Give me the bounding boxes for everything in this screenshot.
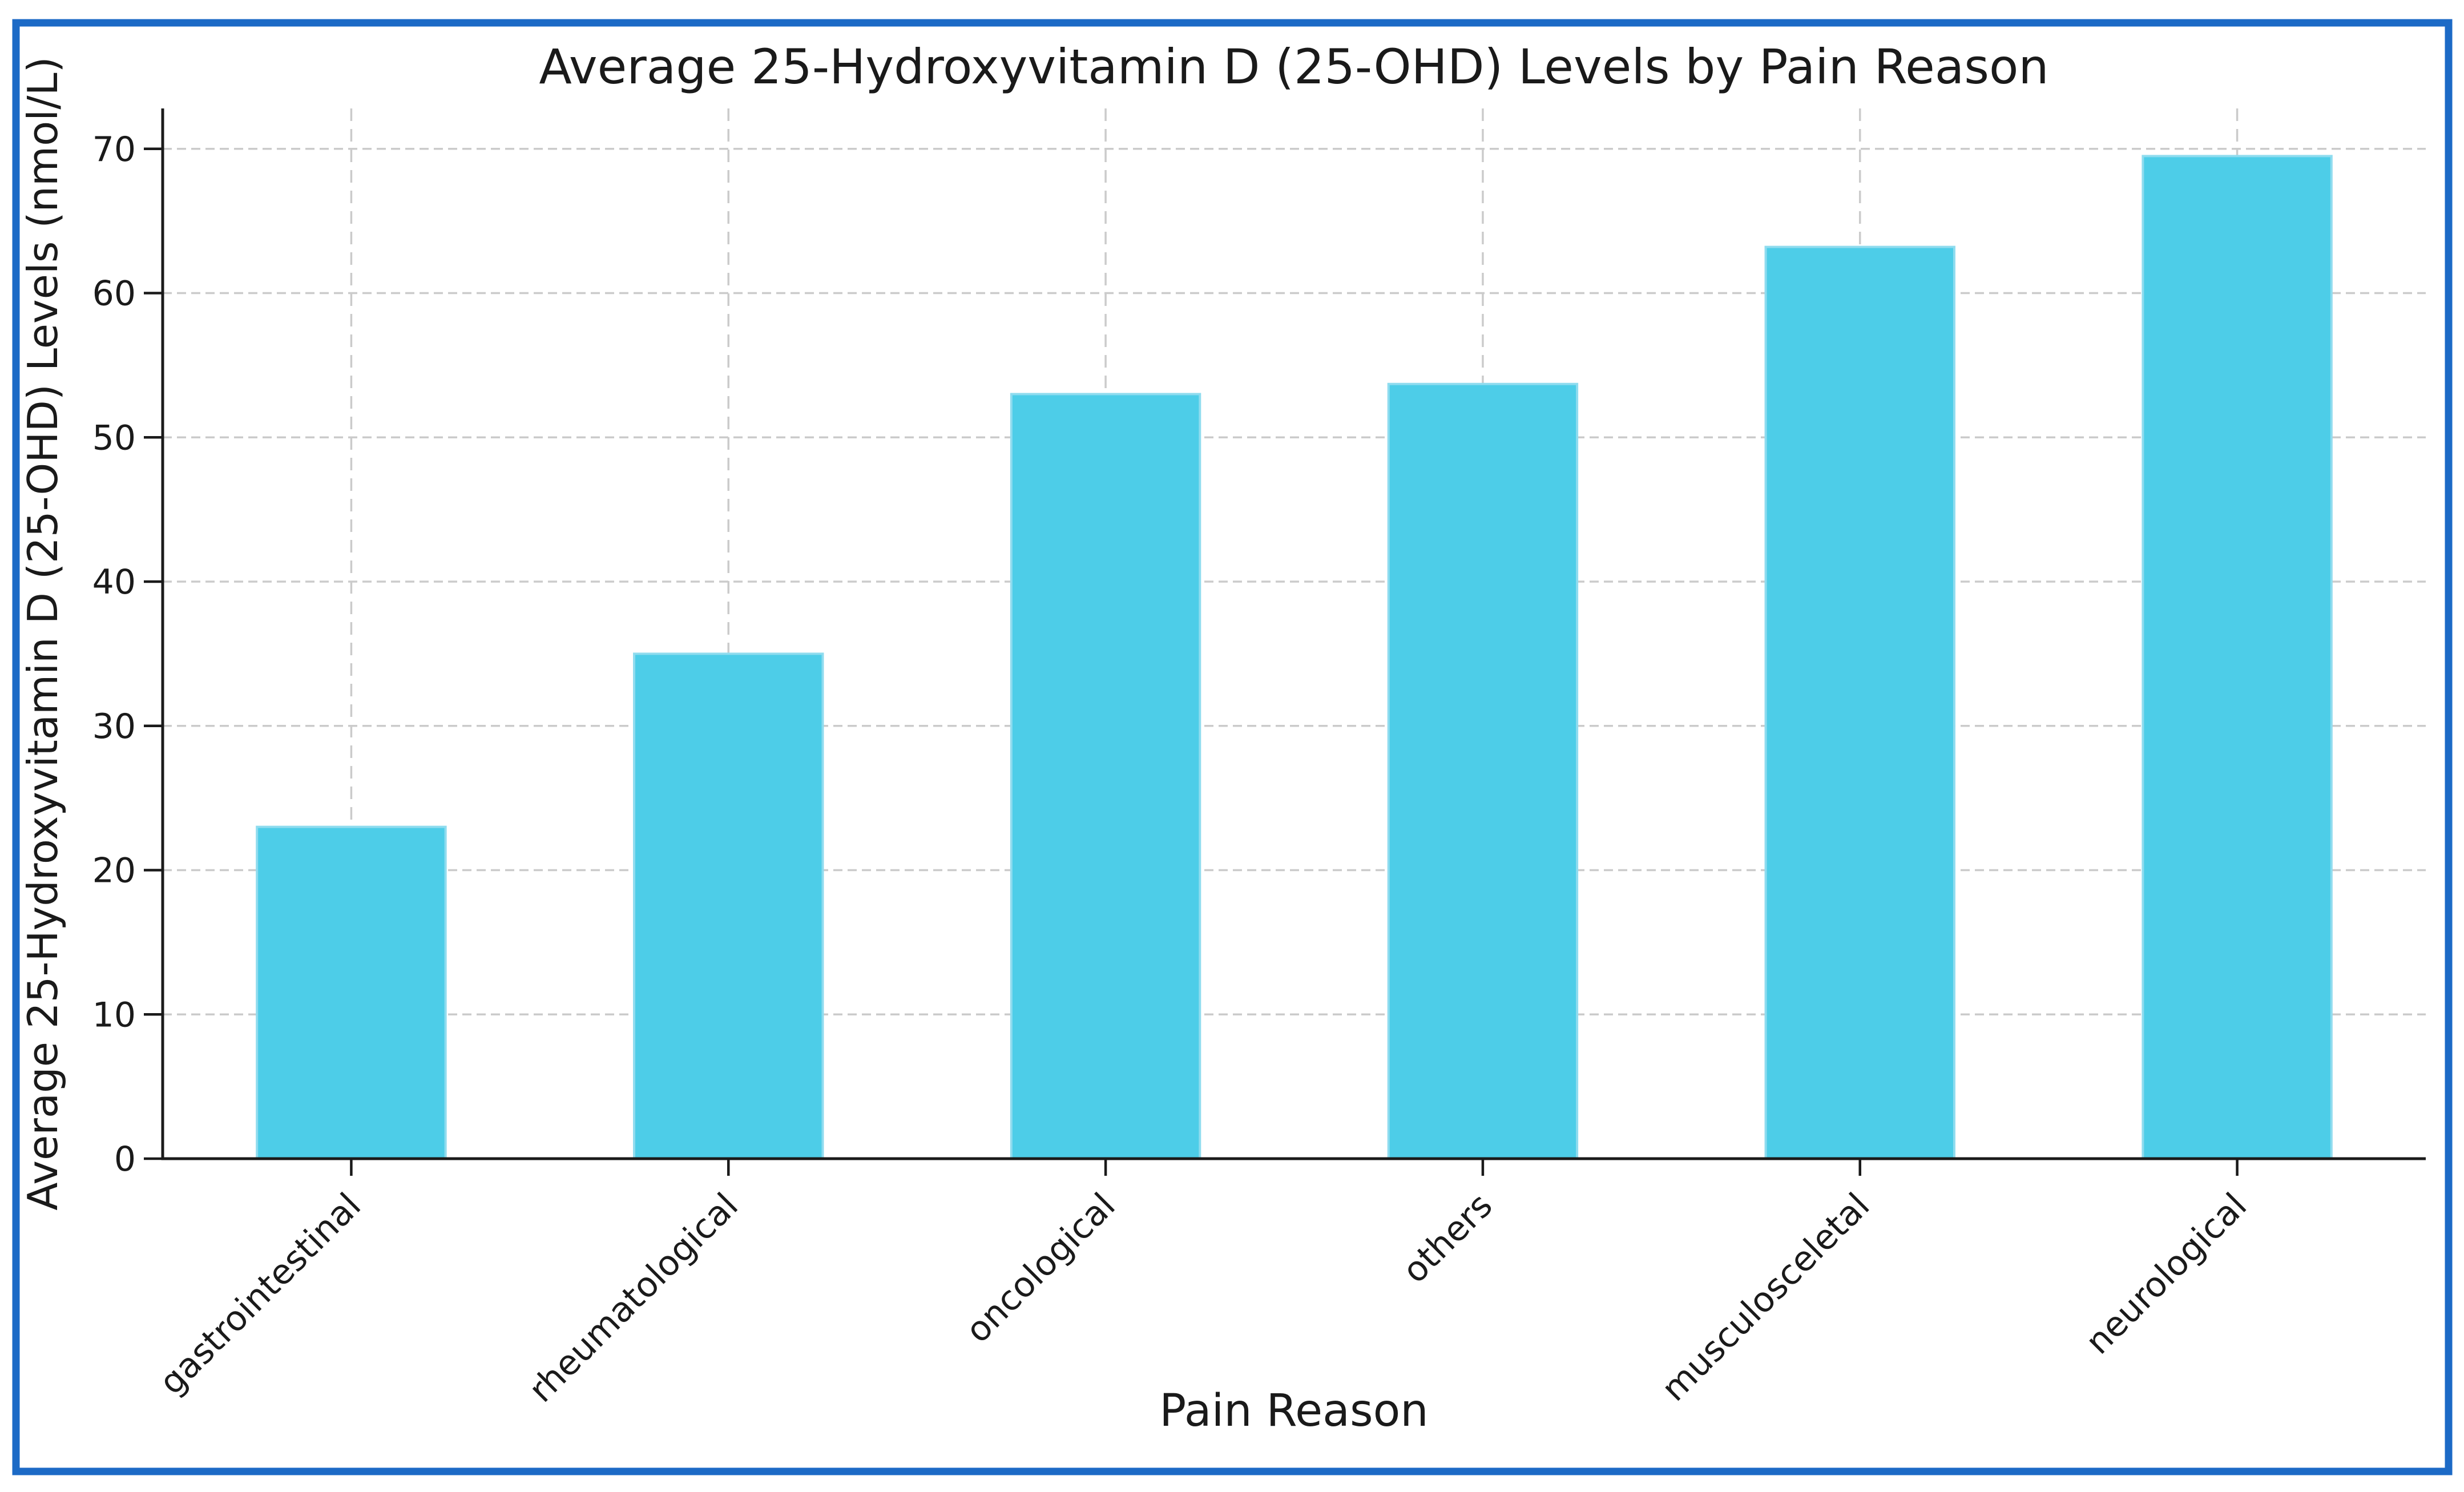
bars (256, 155, 2333, 1160)
y-tick-label: 50 (92, 418, 136, 458)
y-tick-label: 70 (92, 130, 136, 170)
bar-neurological (2142, 155, 2333, 1160)
y-tick-label: 60 (92, 274, 136, 314)
y-tick-label: 30 (92, 707, 136, 747)
chart-title: Average 25-Hydroxyvitamin D (25-OHD) Lev… (539, 39, 2048, 95)
bar-others (1387, 382, 1579, 1160)
figure-frame (12, 19, 2453, 1475)
bar-oncological (1010, 393, 1201, 1160)
y-axis-label: Average 25-Hydroxyvitamin D (25-OHD) Lev… (19, 57, 67, 1210)
bar-musculosceletal (1764, 245, 1955, 1160)
x-axis-label: Pain Reason (1159, 1385, 1429, 1437)
x-tick-label: others (1395, 1185, 1501, 1291)
y-tick-label: 0 (114, 1139, 136, 1179)
gridlines (163, 108, 2426, 1160)
axes (144, 108, 2426, 1176)
x-tick-label: gastrointestinal (152, 1185, 369, 1402)
x-tick-label: musculosceletal (1654, 1185, 1878, 1409)
bar-gastrointestinal (256, 825, 447, 1160)
y-tick-label: 40 (92, 562, 136, 602)
y-tick-label: 20 (92, 851, 136, 891)
y-tick-label: 10 (92, 995, 136, 1035)
x-tick-label: oncological (958, 1185, 1123, 1350)
x-tick-label: neurological (2078, 1185, 2255, 1362)
bar-rheumatological (633, 652, 824, 1160)
x-tick-label: rheumatological (521, 1185, 746, 1410)
